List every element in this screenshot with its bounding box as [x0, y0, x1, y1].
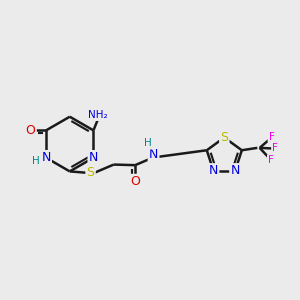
Text: O: O [130, 175, 140, 188]
Text: N: N [230, 164, 240, 177]
Text: O: O [26, 124, 36, 137]
Text: N: N [149, 148, 158, 161]
Text: N: N [89, 151, 98, 164]
Text: H: H [144, 139, 152, 148]
Text: S: S [87, 167, 94, 179]
Text: H: H [32, 156, 40, 166]
Text: F: F [272, 143, 278, 154]
Text: S: S [220, 131, 228, 144]
Text: F: F [268, 155, 274, 165]
Text: F: F [268, 132, 274, 142]
Text: NH₂: NH₂ [88, 110, 108, 120]
Text: N: N [41, 151, 51, 164]
Text: N: N [209, 164, 218, 177]
